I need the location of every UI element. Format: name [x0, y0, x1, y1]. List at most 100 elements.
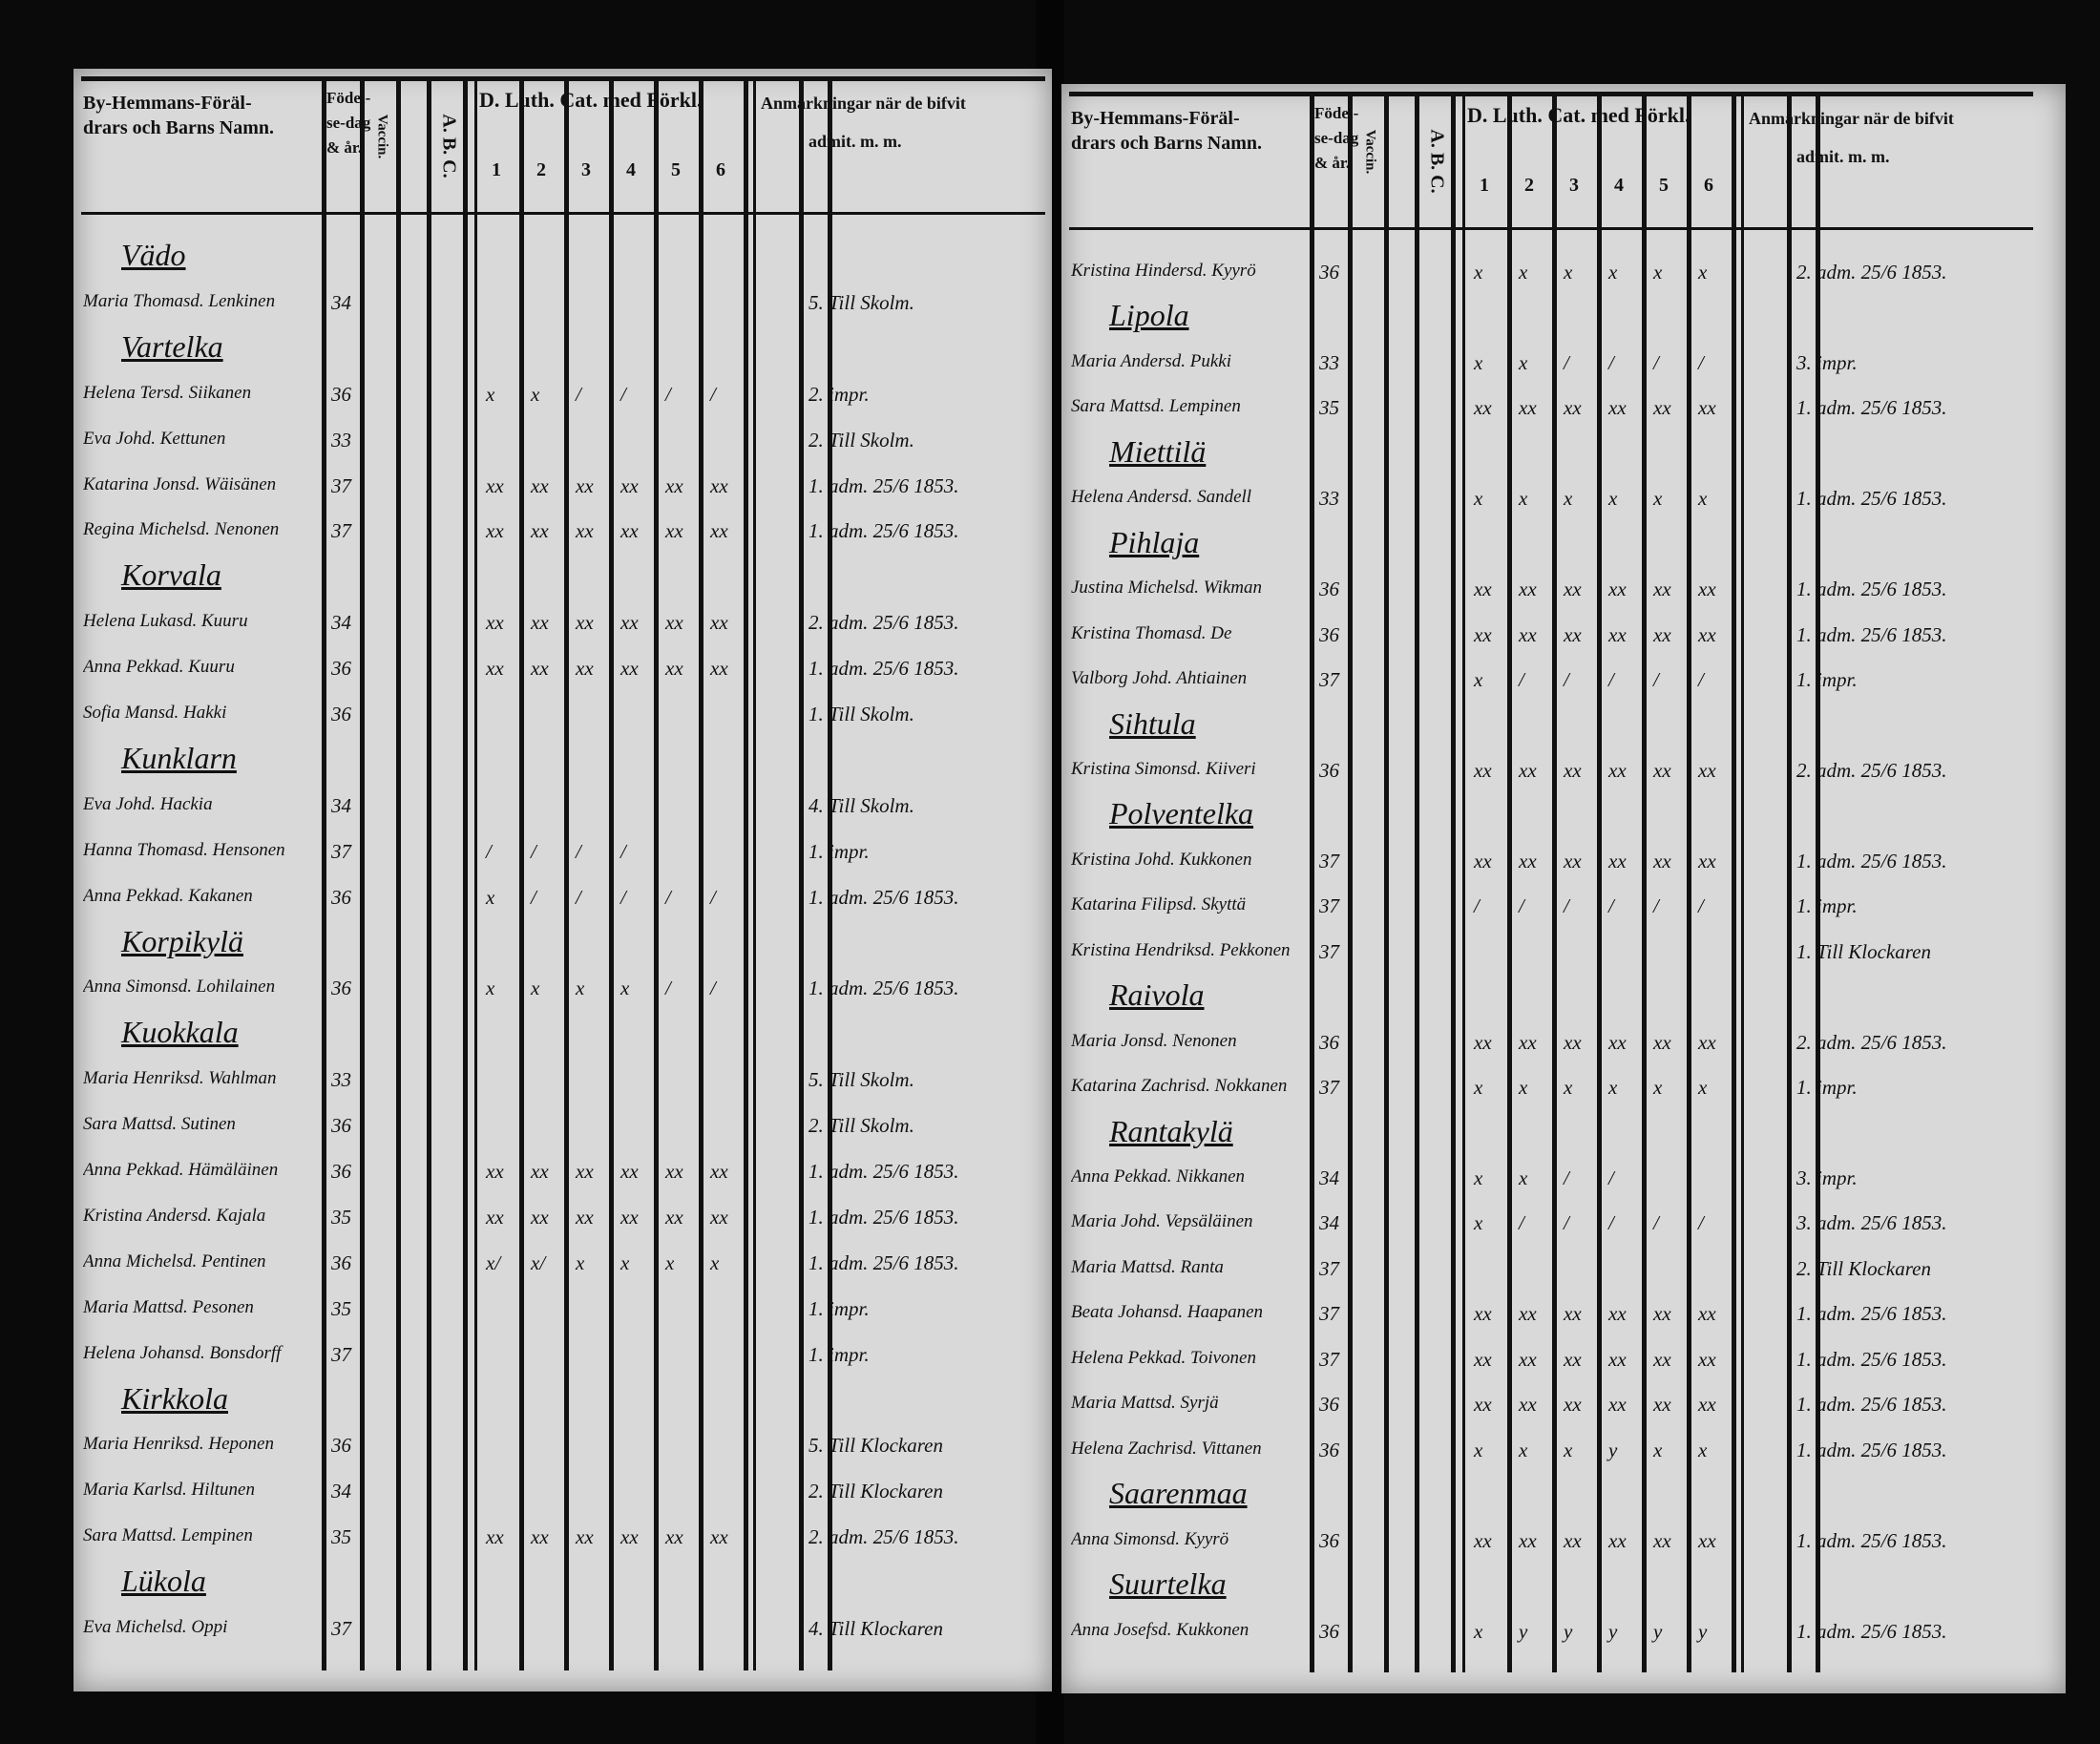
village-name: Korvala [121, 557, 221, 593]
cat-mark: xx [1608, 1393, 1627, 1417]
cat-mark: xx [620, 1160, 639, 1184]
cat-mark: xx [710, 519, 728, 543]
birth-year: 33 [331, 1068, 351, 1092]
remark: 1. adm. 25/6 1853. [1796, 1438, 1947, 1461]
cat-mark: xx [576, 611, 594, 635]
birth-year: 34 [331, 1480, 351, 1503]
cat-mark: / [576, 885, 581, 909]
header-vacc: Vaccin. [374, 114, 390, 159]
cat-mark: x [1519, 1166, 1528, 1190]
cat-mark: y [1608, 1619, 1618, 1643]
village-name: Kirkkola [121, 1380, 228, 1416]
cat-mark: y [1564, 1619, 1573, 1643]
cat-mark: xx [665, 473, 683, 497]
cat-mark: x [1564, 487, 1573, 511]
cat-mark: xx [620, 519, 639, 543]
person-name: Anna Pekkad. Kakanen [83, 885, 253, 906]
cat-mark: xx [486, 519, 504, 543]
cat-mark: / [1608, 350, 1614, 374]
person-name: Helena Zachrisd. Vittanen [1071, 1438, 1262, 1459]
cat-mark: x [1698, 261, 1708, 284]
birth-year: 35 [331, 1296, 351, 1320]
cat-mark: xx [1608, 578, 1627, 601]
column-rule [799, 76, 804, 1670]
cat-mark: x [486, 885, 495, 909]
village-name: Sihtula [1109, 705, 1196, 741]
cat-mark: / [1698, 1211, 1704, 1235]
remark: 2. Till Klockaren [808, 1480, 943, 1503]
header-born: & år. [326, 138, 363, 157]
cat-mark: xx [1519, 1393, 1537, 1417]
person-name: Sara Mattsd. Lempinen [83, 1525, 253, 1546]
cat-mark: xx [1653, 1347, 1671, 1371]
remark: 3. impr. [1796, 1166, 1858, 1190]
person-name: Sara Mattsd. Sutinen [83, 1114, 236, 1135]
village-name: Polventelka [1109, 796, 1254, 831]
cat-mark: x [1653, 1076, 1663, 1100]
cat-mark: x [1519, 350, 1528, 374]
column-rule [1787, 92, 1792, 1672]
birth-year: 34 [331, 611, 351, 635]
cat-mark: xx [1474, 396, 1492, 420]
birth-year: 37 [331, 519, 351, 543]
cat-mark: xx [665, 519, 683, 543]
cat-mark: / [1608, 668, 1614, 692]
cat-mark: xx [1519, 758, 1537, 782]
village-name: Vartelka [121, 328, 223, 364]
cat-mark: xx [1698, 849, 1716, 872]
remark: 2. adm. 25/6 1853. [808, 1525, 959, 1549]
cat-mark: y [1698, 1619, 1708, 1643]
cat-mark: x [1474, 261, 1483, 284]
cat-mark: x [1608, 487, 1618, 511]
column-rule [654, 76, 659, 1670]
remark: 3. adm. 25/6 1853. [1796, 1211, 1947, 1235]
column-rule [828, 76, 832, 1670]
birth-year: 36 [1319, 578, 1339, 601]
cat-mark: xx [1474, 578, 1492, 601]
cat-mark: xx [1608, 758, 1627, 782]
person-name: Helena Tersd. Siikanen [83, 382, 252, 403]
cat-mark: xx [1608, 1347, 1627, 1371]
person-name: Maria Thomasd. Lenkinen [83, 290, 276, 311]
cat-mark: xx [1608, 1302, 1627, 1326]
cat-mark: xx [576, 519, 594, 543]
cat-mark: xx [1698, 622, 1716, 646]
cat-mark: xx [1653, 758, 1671, 782]
cat-mark: xx [1608, 1030, 1627, 1054]
header-born: & år. [1314, 154, 1351, 172]
birth-year: 36 [331, 1434, 351, 1458]
header-name: drars och Barns Namn. [83, 117, 275, 138]
remark: 1. adm. 25/6 1853. [808, 1160, 959, 1184]
cat-mark: xx [531, 1160, 549, 1184]
remark: 2. adm. 25/6 1853. [1796, 261, 1947, 284]
column-rule [519, 76, 524, 1670]
cat-mark: y [1608, 1438, 1618, 1461]
cat-mark: x [1653, 1438, 1663, 1461]
person-name: Anna Simonsd. Lohilainen [83, 977, 276, 998]
cat-mark: x [1519, 487, 1528, 511]
header-born: se-dag [326, 114, 371, 132]
column-rule [1552, 92, 1557, 1672]
header-cat-col: 4 [1614, 175, 1624, 196]
cat-mark: x [1564, 261, 1573, 284]
remark: 1. Till Klockaren [1796, 939, 1931, 963]
header-cat-col: 1 [1480, 175, 1489, 196]
cat-mark: / [576, 839, 581, 863]
person-name: Eva Johd. Hackia [83, 793, 213, 814]
cat-mark: / [531, 885, 536, 909]
header-name: By-Hemmans-Föräl- [1071, 108, 1240, 129]
cat-mark: xx [665, 657, 683, 681]
remark: 1. Till Skolm. [808, 703, 914, 726]
person-name: Eva Michelsd. Oppi [83, 1617, 228, 1638]
birth-year: 34 [331, 290, 351, 314]
birth-year: 37 [1319, 849, 1339, 872]
column-rule [564, 76, 569, 1670]
cat-mark: xx [665, 1205, 683, 1229]
header-cat-col: 3 [581, 159, 591, 180]
person-name: Kristina Andersd. Kajala [83, 1205, 266, 1226]
column-rule [1310, 92, 1314, 1672]
header-cat-col: 6 [716, 159, 725, 180]
remark: 2. Till Klockaren [1796, 1256, 1931, 1280]
cat-mark: xx [1564, 1030, 1582, 1054]
cat-mark: x [576, 977, 585, 1000]
